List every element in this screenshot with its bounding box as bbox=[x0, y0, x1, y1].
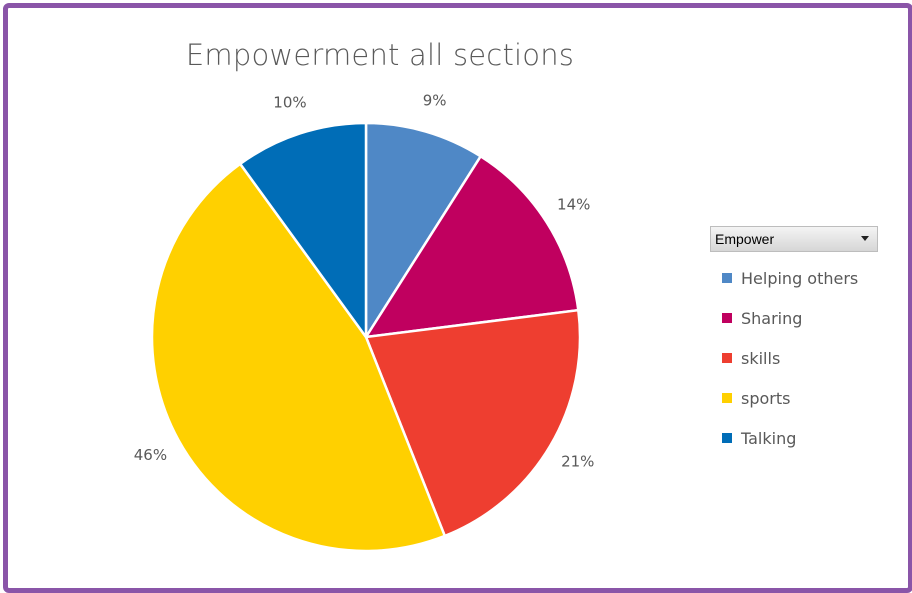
data-label: 9% bbox=[423, 91, 447, 109]
data-label: 10% bbox=[273, 94, 306, 112]
pie-slice-sports bbox=[150, 162, 447, 553]
pie-slice-helping-others bbox=[364, 121, 483, 342]
legend-label: sports bbox=[741, 388, 791, 408]
legend-item: sports bbox=[722, 378, 858, 418]
pie-slice-talking bbox=[238, 121, 368, 341]
legend-swatch bbox=[722, 393, 732, 403]
legend-label: Sharing bbox=[741, 308, 803, 328]
pie-slice-sharing bbox=[363, 154, 580, 339]
pie-slice-skills bbox=[364, 308, 582, 538]
chart-title: Empowerment all sections bbox=[185, 38, 575, 72]
legend: Helping others Sharing skills sports Talking bbox=[722, 258, 858, 458]
legend-label: skills bbox=[741, 348, 781, 368]
legend-swatch bbox=[722, 433, 732, 443]
data-label: 46% bbox=[134, 446, 167, 464]
legend-item: skills bbox=[722, 338, 858, 378]
legend-item: Sharing bbox=[722, 298, 858, 338]
chevron-down-icon[interactable] bbox=[861, 236, 869, 241]
legend-label: Helping others bbox=[741, 268, 859, 288]
legend-swatch bbox=[722, 353, 732, 363]
legend-swatch bbox=[722, 273, 732, 283]
legend-item: Helping others bbox=[722, 258, 858, 298]
data-label: 14% bbox=[557, 196, 590, 214]
legend-swatch bbox=[722, 313, 732, 323]
legend-item: Talking bbox=[722, 418, 858, 458]
data-label: 21% bbox=[561, 453, 594, 471]
legend-label: Talking bbox=[741, 428, 797, 448]
legend-filter-dropdown[interactable]: Empower bbox=[710, 226, 878, 252]
legend-filter-label: Empower bbox=[715, 231, 775, 247]
